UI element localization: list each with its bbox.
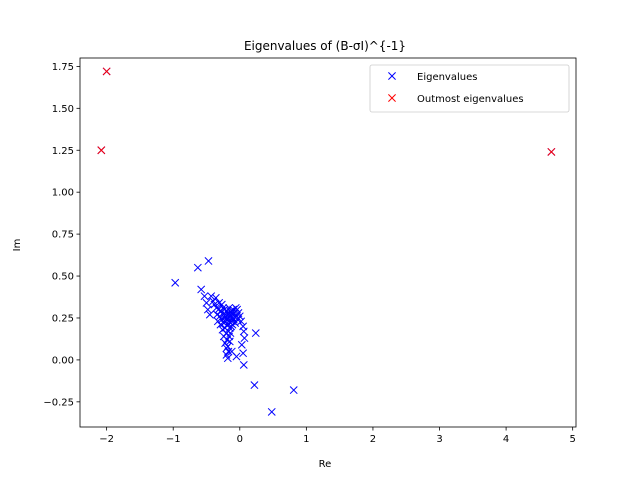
eigenvalue-point	[225, 337, 234, 346]
eigenvalue-point	[207, 292, 216, 301]
eigenvalue-point	[267, 407, 276, 416]
eigenvalue-point	[227, 347, 236, 356]
y-tick-label: 0.00	[52, 355, 74, 366]
x-axis-label: Re	[319, 459, 332, 470]
eigenvalue-point	[237, 317, 246, 326]
eigenvalue-point	[235, 312, 244, 321]
x-tick-label: 0	[237, 434, 243, 445]
legend: Eigenvalues Outmost eigenvalues	[369, 64, 570, 113]
y-tick-label: 1.50	[52, 104, 74, 115]
eigenvalue-point	[224, 347, 233, 356]
legend-label: Eigenvalues	[417, 72, 477, 83]
y-tick-label: 1.75	[52, 62, 74, 73]
x-tick-label: −1	[166, 434, 181, 445]
y-tick-label: −0.25	[43, 397, 74, 408]
legend-marker	[388, 72, 396, 80]
legend-label: Outmost eigenvalues	[417, 94, 524, 105]
x-tick-label: 4	[503, 434, 509, 445]
series-1	[97, 67, 556, 156]
eigenvalue-point	[239, 327, 248, 336]
y-tick-label: 1.25	[52, 146, 74, 157]
eigenvalue-point	[223, 354, 232, 363]
plot-area: −2 −1 0 1 2 3 4 5 −0.25 0.00 0.25 0.50 0.75 1.00 1.25 1…	[43, 57, 577, 445]
eigenvalue-point	[205, 310, 214, 319]
eigenvalue-point	[226, 329, 235, 338]
x-tick-label: 2	[370, 434, 376, 445]
eigenvalue-point	[239, 349, 248, 358]
eigenvalue-point	[193, 263, 202, 272]
eigenvalue-point	[250, 381, 259, 390]
eigenvalue-point	[202, 298, 211, 307]
eigenvalue-point	[239, 360, 248, 369]
axes-frame	[79, 57, 577, 428]
y-tick-label: 0.75	[52, 230, 74, 241]
outmost-eigenvalue-point	[102, 67, 111, 76]
x-tick-label: 1	[303, 434, 309, 445]
eigenvalue-point	[204, 256, 213, 265]
y-tick-label: 0.50	[52, 272, 74, 283]
eigenvalue-point	[251, 329, 260, 338]
eigenvalue-point	[237, 340, 246, 349]
y-tick-label: 0.25	[52, 313, 74, 324]
eigenvalue-point	[203, 305, 212, 314]
x-tick-label: 5	[569, 434, 575, 445]
series-0	[97, 67, 556, 416]
x-tick-label: 3	[436, 434, 442, 445]
eigenvalue-point	[171, 278, 180, 287]
eigenvalue-point	[211, 293, 220, 302]
legend-marker	[388, 94, 396, 102]
outmost-eigenvalue-point	[97, 146, 106, 155]
chart-title: Eigenvalues of (B-σI)^{-1}	[244, 39, 406, 53]
eigenvalue-point	[200, 292, 209, 301]
eigenvalue-point	[289, 386, 298, 395]
legend-box	[369, 64, 570, 113]
eigenvalue-point	[240, 334, 249, 343]
y-axis-label: Im	[12, 239, 23, 252]
outmost-eigenvalue-point	[547, 147, 556, 156]
y-tick-label: 1.00	[52, 188, 74, 199]
eigenvalue-point	[197, 285, 206, 294]
x-tick-label: −2	[99, 434, 114, 445]
